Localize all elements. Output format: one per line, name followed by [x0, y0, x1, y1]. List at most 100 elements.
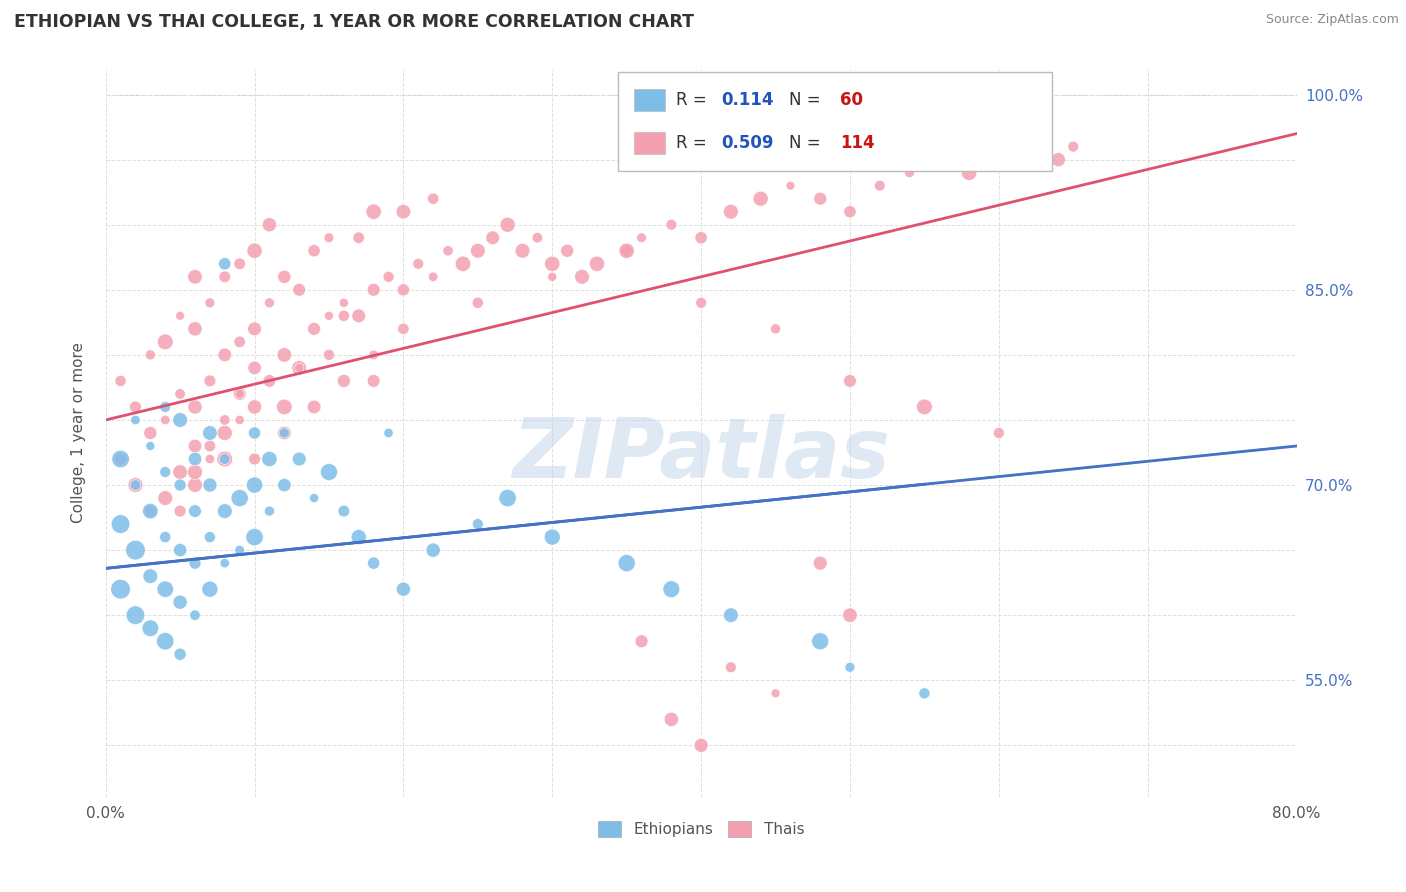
Point [808, 192, 831, 206]
Point [690, 739, 713, 753]
Text: 0.509: 0.509 [721, 134, 773, 152]
Point [987, 153, 1010, 167]
Point [228, 387, 250, 401]
Point [363, 283, 385, 297]
Point [259, 374, 281, 388]
Point [214, 425, 236, 440]
Y-axis label: College, 1 year or more: College, 1 year or more [72, 343, 86, 524]
Point [124, 608, 146, 623]
Point [347, 231, 370, 245]
Point [273, 425, 295, 440]
Point [912, 686, 935, 700]
Point [659, 218, 682, 232]
Point [259, 218, 281, 232]
Point [392, 582, 415, 597]
Point [184, 322, 207, 336]
Point [512, 244, 534, 258]
Point [333, 295, 356, 310]
Point [496, 218, 519, 232]
Point [333, 504, 356, 518]
Point [690, 231, 713, 245]
Point [765, 686, 787, 700]
Point [169, 465, 191, 479]
Point [630, 231, 652, 245]
Point [333, 374, 356, 388]
Point [869, 178, 891, 193]
Point [228, 543, 250, 558]
Point [333, 309, 356, 323]
Point [928, 153, 950, 167]
Text: N =: N = [789, 134, 827, 152]
Point [347, 530, 370, 544]
Point [898, 166, 921, 180]
Text: ZIPatlas: ZIPatlas [512, 415, 890, 495]
Point [318, 231, 340, 245]
Point [363, 556, 385, 570]
Point [408, 257, 430, 271]
Point [422, 192, 444, 206]
Point [184, 504, 207, 518]
Point [437, 244, 460, 258]
Point [720, 660, 742, 674]
Point [363, 374, 385, 388]
Point [155, 582, 177, 597]
Point [392, 204, 415, 219]
Point [198, 295, 221, 310]
Point [422, 269, 444, 284]
Point [392, 322, 415, 336]
Point [243, 244, 266, 258]
Point [957, 166, 980, 180]
Point [198, 439, 221, 453]
Point [987, 425, 1010, 440]
Point [169, 413, 191, 427]
Point [214, 257, 236, 271]
Point [839, 608, 862, 623]
Point [616, 244, 638, 258]
Point [347, 309, 370, 323]
Point [169, 387, 191, 401]
Text: R =: R = [676, 91, 711, 109]
Point [273, 269, 295, 284]
Point [198, 582, 221, 597]
Point [273, 348, 295, 362]
Point [139, 504, 162, 518]
Point [214, 452, 236, 467]
Point [586, 257, 609, 271]
Point [912, 400, 935, 414]
FancyBboxPatch shape [634, 131, 665, 154]
Point [169, 595, 191, 609]
Point [288, 360, 311, 375]
Point [467, 517, 489, 532]
Point [318, 348, 340, 362]
Point [467, 244, 489, 258]
Text: Source: ZipAtlas.com: Source: ZipAtlas.com [1265, 13, 1399, 27]
Point [243, 530, 266, 544]
Point [155, 400, 177, 414]
Point [243, 400, 266, 414]
Point [243, 425, 266, 440]
Point [555, 244, 578, 258]
Point [302, 491, 325, 505]
Text: ETHIOPIAN VS THAI COLLEGE, 1 YEAR OR MORE CORRELATION CHART: ETHIOPIAN VS THAI COLLEGE, 1 YEAR OR MOR… [14, 13, 695, 31]
Point [184, 465, 207, 479]
Point [616, 556, 638, 570]
Point [659, 712, 682, 726]
Point [839, 660, 862, 674]
Point [481, 231, 503, 245]
Point [273, 478, 295, 492]
Point [110, 452, 132, 467]
FancyBboxPatch shape [634, 88, 665, 112]
Point [690, 295, 713, 310]
Point [1047, 153, 1070, 167]
Point [259, 295, 281, 310]
Text: N =: N = [789, 91, 827, 109]
Point [214, 269, 236, 284]
Point [184, 478, 207, 492]
Point [765, 322, 787, 336]
Point [839, 204, 862, 219]
Point [273, 400, 295, 414]
Point [110, 582, 132, 597]
Point [318, 465, 340, 479]
Point [779, 178, 801, 193]
Text: 0.114: 0.114 [721, 91, 773, 109]
